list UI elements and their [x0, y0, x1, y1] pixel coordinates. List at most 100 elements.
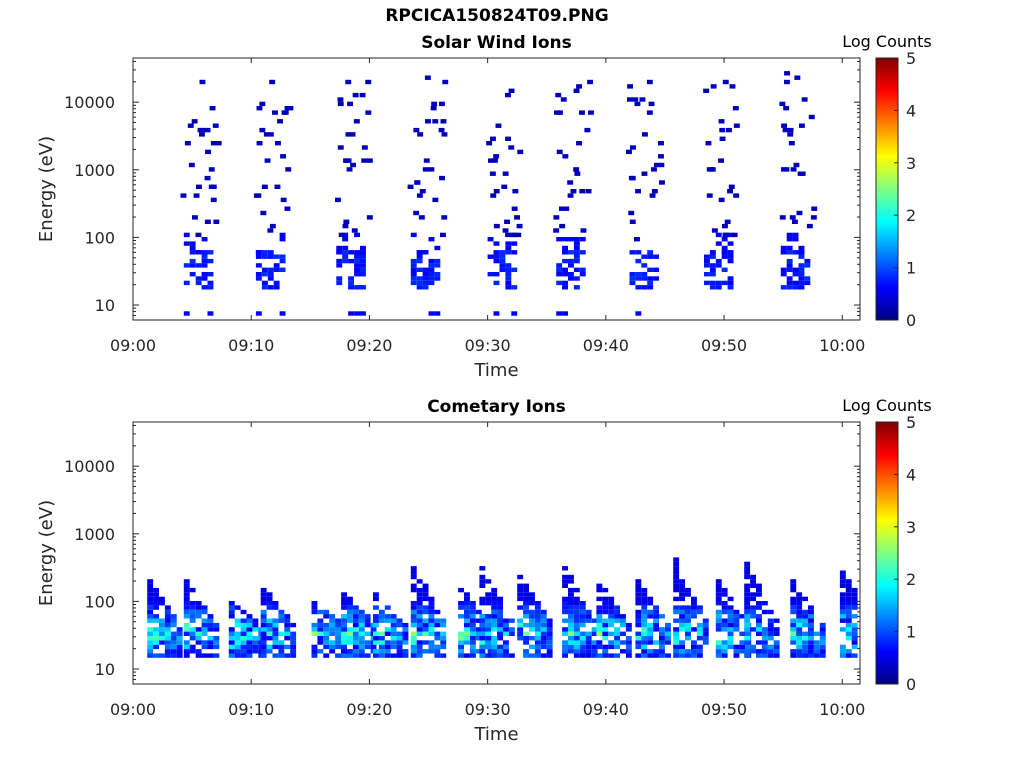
heatmap-cell	[625, 636, 632, 641]
heatmap-cell	[284, 653, 291, 658]
heatmap-cell	[378, 644, 385, 650]
heatmap-cell	[278, 649, 285, 654]
heatmap-cell	[627, 97, 633, 102]
x-tick-label: 09:30	[465, 700, 511, 719]
heatmap-cell	[272, 640, 279, 645]
heatmap-cell	[479, 636, 486, 641]
heatmap-cell	[277, 119, 283, 124]
heatmap-cell	[201, 237, 208, 242]
heatmap-cell	[207, 653, 214, 658]
heatmap-cell	[523, 631, 529, 636]
heatmap-cell	[673, 627, 680, 632]
heatmap-cell	[358, 622, 365, 628]
y-axis-label: Energy (eV)	[36, 136, 57, 242]
heatmap-cell	[410, 272, 417, 277]
heatmap-cell	[574, 171, 581, 176]
heatmap-cell	[553, 228, 560, 233]
heatmap-cell	[201, 622, 208, 628]
heatmap-cell	[503, 644, 509, 650]
heatmap-cell	[491, 627, 498, 632]
heatmap-cell	[469, 649, 476, 654]
heatmap-cell	[798, 276, 805, 281]
heatmap-cell	[529, 592, 535, 597]
heatmap-cell	[647, 601, 654, 606]
heatmap-cell	[349, 132, 356, 137]
heatmap-cell	[434, 618, 441, 623]
heatmap-cell	[189, 587, 196, 593]
heatmap-cell	[635, 631, 642, 636]
heatmap-cell	[485, 631, 492, 636]
heatmap-cell	[786, 276, 793, 281]
heatmap-cell	[602, 627, 609, 632]
heatmap-cell	[568, 614, 574, 619]
heatmap-cell	[523, 587, 529, 593]
heatmap-cell	[164, 653, 171, 658]
heatmap-cell	[416, 649, 423, 654]
heatmap-cell	[659, 649, 665, 654]
heatmap-cell	[422, 618, 429, 623]
heatmap-cell	[790, 601, 797, 606]
heatmap-cell	[641, 631, 648, 636]
heatmap-cell	[579, 110, 585, 115]
heatmap-cell	[187, 123, 194, 128]
heatmap-cell	[786, 258, 793, 264]
heatmap-cell	[635, 596, 642, 602]
heatmap-cell	[756, 601, 762, 606]
heatmap-cell	[410, 601, 417, 606]
heatmap-cell	[205, 149, 211, 155]
heatmap-cell	[647, 276, 654, 281]
heatmap-cell	[329, 622, 336, 628]
heatmap-cell	[540, 609, 547, 615]
heatmap-cell	[352, 640, 359, 645]
heatmap-cell	[568, 258, 574, 264]
heatmap-cell	[802, 640, 808, 645]
heatmap-cell	[568, 601, 574, 606]
heatmap-cell	[341, 627, 347, 632]
heatmap-cell	[390, 631, 397, 636]
heatmap-cell	[341, 649, 347, 654]
heatmap-cell	[573, 258, 580, 264]
heatmap-cell	[348, 285, 354, 290]
heatmap-cell	[183, 653, 190, 658]
heatmap-cell	[284, 631, 291, 636]
heatmap-cell	[727, 241, 734, 246]
heatmap-cell	[804, 263, 811, 268]
heatmap-cell	[193, 193, 200, 198]
heatmap-cell	[573, 609, 580, 615]
heatmap-cell	[469, 627, 476, 632]
heatmap-cell	[579, 189, 586, 194]
heatmap-cell	[608, 644, 615, 650]
heatmap-cell	[696, 609, 703, 615]
heatmap-cell	[733, 614, 740, 619]
heatmap-cell	[512, 189, 519, 194]
heatmap-cell	[579, 250, 586, 255]
heatmap-cell	[808, 644, 814, 650]
heatmap-cell	[458, 649, 464, 654]
heatmap-cell	[422, 631, 429, 636]
heatmap-cell	[348, 311, 354, 316]
heatmap-cell	[792, 219, 798, 224]
heatmap-cell	[641, 640, 648, 645]
heatmap-cell	[269, 223, 276, 229]
heatmap-cell	[706, 193, 713, 198]
heatmap-cell	[159, 618, 165, 623]
heatmap-cell	[188, 162, 195, 168]
heatmap-cell	[744, 583, 751, 588]
heatmap-cell	[579, 631, 586, 636]
heatmap-cell	[159, 596, 165, 602]
heatmap-cell	[796, 627, 803, 632]
heatmap-cell	[804, 280, 811, 286]
heatmap-cell	[246, 618, 253, 623]
heatmap-cell	[428, 258, 435, 264]
heatmap-cell	[479, 583, 486, 588]
heatmap-cell	[641, 272, 648, 277]
heatmap-cell	[311, 605, 318, 610]
heatmap-cell	[428, 263, 435, 268]
heatmap-cell	[534, 644, 541, 650]
heatmap-cell	[744, 605, 751, 610]
heatmap-cell	[341, 636, 347, 641]
heatmap-cell	[523, 609, 529, 615]
heatmap-cell	[422, 285, 429, 290]
heatmap-cell	[733, 649, 740, 654]
heatmap-cell	[685, 627, 691, 632]
